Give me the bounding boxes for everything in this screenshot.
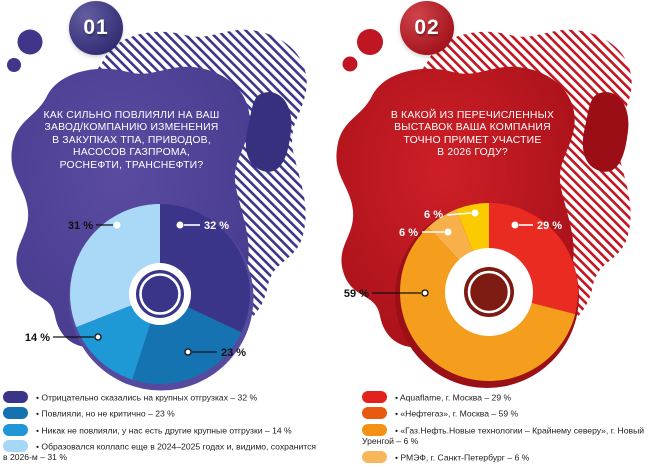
legend-text: • Отрицательно сказались на крупных отгр…: [36, 392, 258, 403]
question-text-2: В КАКОЙ ИЗ ПЕРЕЧИСЛЕННЫХ ВЫСТАВОК ВАША К…: [390, 110, 555, 159]
legend-swatch: [362, 407, 387, 420]
slice-label-14: 14 %: [25, 332, 50, 344]
callout-marker: [184, 348, 192, 356]
badge-02: 02: [400, 1, 454, 55]
badge-02-number: 02: [414, 16, 440, 39]
question-text-1: КАК СИЛЬНО ПОВЛИЯЛИ НА ВАШ ЗАВОД/КОМПАНИ…: [43, 110, 220, 171]
panel-2-art: 29 % 6 % 6 % 59 %: [336, 29, 632, 388]
donut-center-disc: [136, 270, 184, 318]
legend-item: • Повлияли, но не критично – 23 %: [3, 407, 317, 420]
legend-item: • Образовался коллапс еще в 2024–2025 го…: [3, 439, 317, 463]
callout-dot: [113, 221, 121, 229]
slice-label-23: 23 %: [221, 347, 246, 359]
donut-center-ring: [467, 270, 511, 314]
donut-center-disc: [464, 267, 514, 317]
legend-item: • Никак не повлияли, у нас есть другие к…: [3, 423, 317, 436]
legend-text: • «Нефтегаз», г. Москва – 59 %: [395, 408, 519, 419]
kidney-accent: [245, 92, 292, 172]
legend-text: • «Газ.Нефть.Новые технологии – Крайнему…: [362, 425, 645, 446]
slice-label-6-orange: 6 %: [399, 227, 418, 239]
callout-dot: [176, 221, 184, 229]
callout-dot: [444, 228, 452, 236]
slice-label-29: 29 %: [537, 220, 562, 232]
legend-text: • Образовался коллапс еще в 2024–2025 го…: [3, 441, 317, 463]
callouts-2: 29 % 6 % 6 % 59 %: [344, 209, 562, 300]
callouts-1: 32 % 31 % 14 % 23 %: [25, 220, 246, 359]
legend-2: • Aquaflame, г. Москва – 29 % • «Нефтега…: [362, 391, 648, 467]
legend-swatch: [362, 391, 387, 403]
slice-label-32: 32 %: [204, 220, 229, 232]
callout-dot: [511, 221, 519, 229]
panel-question-2: 29 % 6 % 6 % 59 % 02 В КАКОЙ ИЗ ПЕРЕЧИСЛ…: [325, 0, 650, 465]
slice-label-59: 59 %: [344, 288, 369, 300]
legend-swatch: [3, 407, 28, 420]
decor-circle-small: [342, 56, 358, 72]
legend-swatch: [362, 423, 387, 436]
legend-item: • «Газ.Нефть.Новые технологии – Крайнему…: [362, 423, 648, 447]
callout-marker: [421, 289, 429, 297]
decor-circle-small: [7, 58, 21, 72]
panel-question-1: 32 % 31 % 14 % 23 % 01 КАК СИЛЬНО ПОВЛИЯ…: [0, 0, 325, 465]
donut-center-ring: [139, 273, 181, 315]
decor-circle-large: [357, 29, 383, 55]
legend-swatch: [3, 423, 28, 436]
legend-item: • Aquaflame, г. Москва – 29 %: [362, 391, 648, 403]
legend-swatch: [3, 439, 28, 452]
legend-text: • Никак не повлияли, у нас есть другие к…: [36, 425, 292, 436]
kidney-accent: [582, 92, 629, 172]
decor-circle-large: [17, 29, 43, 55]
legend-text: • Aquaflame, г. Москва – 29 %: [395, 392, 512, 403]
legend-text: • Повлияли, но не критично – 23 %: [36, 408, 175, 419]
legend-item: • РМЭФ, г. Санкт-Петербург – 6 %: [362, 450, 648, 463]
callout-marker: [94, 333, 102, 341]
legend-1: • Отрицательно сказались на крупных отгр…: [3, 391, 317, 467]
panel-1-art: 32 % 31 % 14 % 23 %: [7, 29, 307, 391]
legend-swatch: [3, 391, 28, 403]
slice-label-6-yellow: 6 %: [424, 209, 443, 221]
legend-item: • «Нефтегаз», г. Москва – 59 %: [362, 407, 648, 420]
badge-01-number: 01: [83, 16, 109, 39]
badge-01: 01: [69, 1, 123, 55]
legend-text: • РМЭФ, г. Санкт-Петербург – 6 %: [395, 452, 530, 463]
callout-dot: [471, 209, 479, 217]
slice-label-31: 31 %: [68, 220, 93, 232]
legend-item: • Отрицательно сказались на крупных отгр…: [3, 391, 317, 403]
legend-swatch: [362, 450, 387, 463]
